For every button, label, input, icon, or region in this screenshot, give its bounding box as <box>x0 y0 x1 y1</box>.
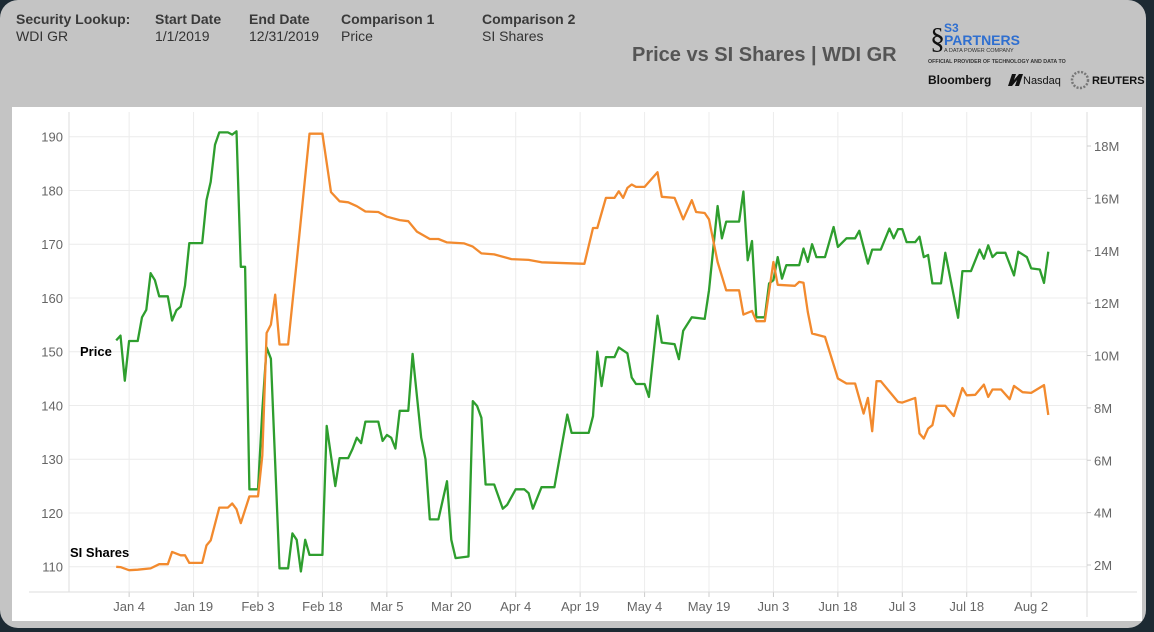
start-date-label: Start Date <box>155 11 222 27</box>
s3-partners-logo: § S3 PARTNERS A DATA POWER COMPANY OFFIC… <box>928 21 1145 90</box>
x-tick-label: Mar 20 <box>431 599 471 614</box>
start-date-value: 1/1/2019 <box>155 28 210 44</box>
y-right-tick-label: 2M <box>1094 558 1112 573</box>
chart-area <box>12 107 1142 621</box>
x-tick-label: Aug 2 <box>1014 599 1048 614</box>
y-right-tick-label: 10M <box>1094 349 1119 364</box>
y-left-tick-label: 120 <box>41 506 63 521</box>
chart-title: Price vs SI Shares | WDI GR <box>632 44 897 66</box>
logo-brand-line1: S3 <box>944 21 959 35</box>
series-label-si-shares: SI Shares <box>70 545 130 560</box>
y-left-tick-label: 130 <box>41 452 63 467</box>
y-right-tick-label: 4M <box>1094 506 1112 521</box>
bloomberg-logo: Bloomberg <box>928 73 991 87</box>
y-right-tick-label: 16M <box>1094 191 1119 206</box>
y-left-tick-label: 150 <box>41 345 63 360</box>
y-right-tick-label: 14M <box>1094 244 1119 259</box>
s3-logo-mark: § <box>930 22 945 55</box>
x-tick-label: Apr 19 <box>561 599 599 614</box>
x-tick-label: Jun 18 <box>818 599 857 614</box>
comparison-2-label: Comparison 2 <box>482 11 576 27</box>
comparison-1-field[interactable]: Comparison 1 Price <box>341 11 434 45</box>
x-tick-label: Jul 18 <box>949 599 984 614</box>
reuters-logo: REUTERS <box>1092 75 1145 87</box>
y-right-tick-label: 12M <box>1094 296 1119 311</box>
y-right-tick-label: 8M <box>1094 401 1112 416</box>
x-tick-label: May 4 <box>627 599 662 614</box>
y-left-tick-label: 110 <box>42 560 63 575</box>
y-left-tick-label: 180 <box>41 183 63 198</box>
nasdaq-logo: Nasdaq <box>1023 75 1061 87</box>
y-right-tick-label: 18M <box>1094 139 1119 154</box>
x-tick-label: Jan 19 <box>174 599 213 614</box>
x-tick-label: Jan 4 <box>113 599 145 614</box>
series-label-price: Price <box>80 344 112 359</box>
comparison-1-label: Comparison 1 <box>341 11 435 27</box>
logo-provider-text: OFFICIAL PROVIDER OF TECHNOLOGY AND DATA… <box>928 59 1066 65</box>
y-left-tick-label: 140 <box>41 398 63 413</box>
end-date-field[interactable]: End Date 12/31/2019 <box>249 11 319 45</box>
x-tick-label: Jun 3 <box>758 599 790 614</box>
end-date-value: 12/31/2019 <box>249 28 320 44</box>
y-right-tick-label: 6M <box>1094 453 1112 468</box>
y-left-tick-label: 160 <box>41 291 63 306</box>
x-tick-label: Feb 3 <box>241 599 274 614</box>
security-lookup-value: WDI GR <box>16 28 69 44</box>
y-left-tick-label: 170 <box>41 237 63 252</box>
x-tick-label: Apr 4 <box>500 599 531 614</box>
x-tick-label: Mar 5 <box>370 599 403 614</box>
comparison-1-value: Price <box>341 28 373 44</box>
logo-brand-line2: PARTNERS <box>944 32 1020 48</box>
comparison-2-value: SI Shares <box>482 28 544 44</box>
x-tick-label: Jul 3 <box>889 599 916 614</box>
end-date-label: End Date <box>249 11 310 27</box>
series-line-price <box>115 130 1050 573</box>
x-tick-label: May 19 <box>688 599 731 614</box>
comparison-2-field[interactable]: Comparison 2 SI Shares <box>482 11 575 45</box>
y-left-tick-label: 190 <box>41 130 63 145</box>
x-tick-label: Feb 18 <box>302 599 342 614</box>
logo-tagline: A DATA POWER COMPANY <box>944 48 1014 54</box>
start-date-field[interactable]: Start Date 1/1/2019 <box>155 11 221 45</box>
nasdaq-icon <box>1008 74 1023 86</box>
security-lookup-field[interactable]: Security Lookup: WDI GR <box>16 11 130 45</box>
security-lookup-label: Security Lookup: <box>16 11 131 27</box>
reuters-icon <box>1070 70 1090 90</box>
